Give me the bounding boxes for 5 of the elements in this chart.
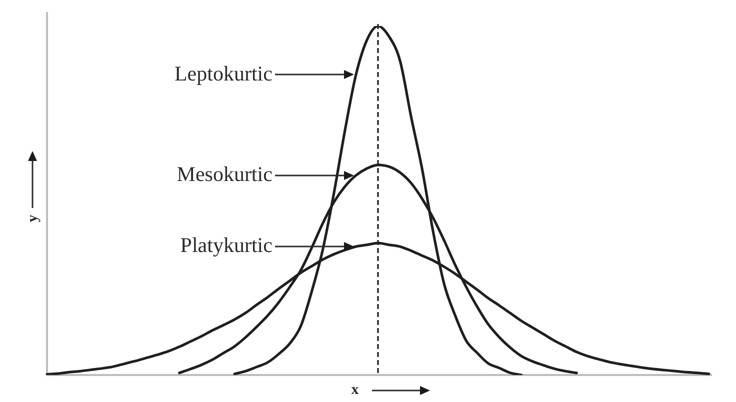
legend-label: Mesokurtic bbox=[176, 162, 272, 186]
legend-label: Platykurtic bbox=[180, 233, 272, 258]
y-axis-title: y bbox=[24, 214, 41, 222]
x-axis-title: x bbox=[351, 382, 360, 398]
legend-label: Leptokurtic bbox=[174, 61, 272, 86]
